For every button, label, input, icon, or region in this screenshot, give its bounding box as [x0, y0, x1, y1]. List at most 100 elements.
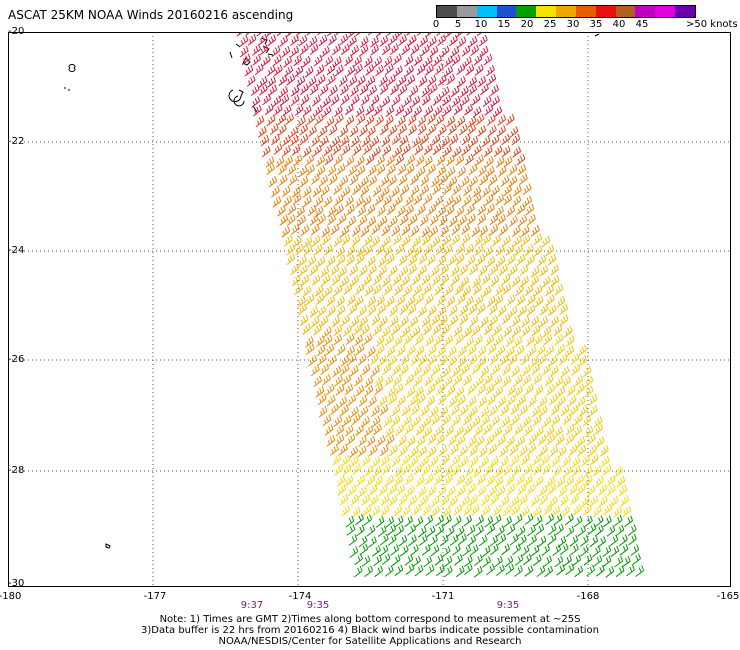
wind-barb	[364, 465, 373, 477]
wind-barb	[493, 106, 503, 118]
wind-barb	[474, 294, 484, 307]
wind-barb	[323, 144, 333, 156]
wind-barb	[501, 273, 511, 285]
wind-barb	[569, 404, 579, 417]
wind-barb	[277, 205, 286, 217]
wind-barb	[539, 265, 549, 277]
wind-barb	[324, 244, 333, 256]
wind-barb	[309, 264, 318, 277]
wind-barb	[309, 306, 319, 318]
wind-barb	[268, 84, 278, 96]
wind-barb	[430, 175, 440, 188]
wind-barb	[465, 295, 474, 308]
wind-barb	[578, 344, 588, 357]
wind-barb	[484, 194, 494, 206]
wind-barb	[340, 225, 350, 238]
wind-barb	[316, 256, 326, 268]
wind-barb	[594, 515, 604, 527]
wind-barb	[503, 325, 513, 338]
wind-barb	[334, 113, 344, 125]
wind-barb	[398, 493, 408, 506]
wind-barb	[275, 156, 285, 168]
wind-barb	[454, 554, 463, 566]
wind-barb	[308, 35, 318, 48]
wind-barb	[398, 535, 408, 547]
wind-barb	[352, 463, 362, 475]
wind-barb	[563, 555, 572, 567]
wind-barb	[261, 145, 271, 158]
wind-barb	[554, 426, 563, 438]
wind-barb	[480, 316, 489, 328]
legend-label: 5	[454, 19, 462, 30]
wind-barb	[615, 524, 625, 537]
wind-barb	[423, 143, 433, 156]
wind-barb	[533, 285, 543, 297]
wind-barb	[501, 133, 511, 146]
wind-barb	[406, 386, 416, 398]
wind-barb	[373, 554, 382, 567]
wind-barb	[506, 114, 515, 126]
wind-barb	[359, 83, 369, 96]
wind-barb	[271, 185, 280, 198]
wind-barb	[455, 253, 465, 266]
wind-barb	[472, 466, 482, 478]
wind-barb	[437, 205, 447, 218]
wind-barb	[346, 65, 356, 77]
wind-barb	[408, 254, 418, 267]
wind-barb	[371, 223, 381, 235]
wind-barb	[455, 32, 464, 38]
wind-barb	[348, 164, 357, 177]
wind-barb	[434, 554, 444, 566]
wind-barb	[468, 163, 478, 176]
wind-barb	[413, 284, 422, 297]
wind-barb	[455, 283, 464, 296]
wind-barb	[358, 485, 367, 498]
wind-barb	[299, 176, 309, 188]
wind-barb	[453, 374, 463, 386]
wind-barb	[309, 43, 319, 55]
wind-barb	[425, 64, 434, 76]
wind-barb	[402, 143, 411, 156]
wind-barb	[341, 143, 351, 156]
wind-barb	[341, 234, 351, 246]
wind-barb	[509, 126, 519, 138]
wind-barb	[422, 504, 431, 517]
wind-barb	[339, 175, 349, 187]
legend-swatch	[476, 6, 497, 17]
wind-barb	[482, 233, 492, 246]
wind-barb	[265, 32, 274, 38]
wind-barb	[340, 83, 349, 96]
wind-barb	[540, 454, 550, 466]
wind-barb	[310, 173, 320, 185]
wind-barb	[321, 226, 330, 238]
wind-barb	[394, 383, 404, 395]
wind-barb	[380, 533, 389, 546]
wind-barb	[546, 294, 555, 306]
wind-barb	[513, 235, 522, 247]
wind-barb	[385, 253, 395, 265]
wind-barb	[363, 333, 373, 345]
wind-barb	[342, 374, 352, 386]
wind-barb	[393, 335, 403, 347]
wind-barb	[253, 104, 262, 117]
wind-barb	[448, 495, 458, 508]
wind-barb	[300, 94, 310, 106]
wind-barb	[324, 424, 334, 436]
wind-barb	[279, 35, 289, 47]
wind-barb	[482, 95, 492, 107]
wind-barb	[484, 515, 494, 528]
wind-barb	[367, 304, 377, 317]
wind-barb	[358, 435, 367, 447]
wind-barb	[376, 164, 386, 176]
wind-barb	[438, 444, 448, 457]
wind-barb	[284, 234, 293, 247]
wind-barb	[381, 95, 391, 108]
wind-barb	[317, 393, 327, 406]
wind-barb	[385, 434, 395, 446]
wind-barb	[489, 224, 499, 236]
wind-barb	[311, 364, 320, 377]
wind-barb	[449, 304, 458, 317]
wind-barb	[337, 484, 347, 496]
wind-barb	[433, 54, 442, 67]
wind-barb	[330, 94, 340, 106]
